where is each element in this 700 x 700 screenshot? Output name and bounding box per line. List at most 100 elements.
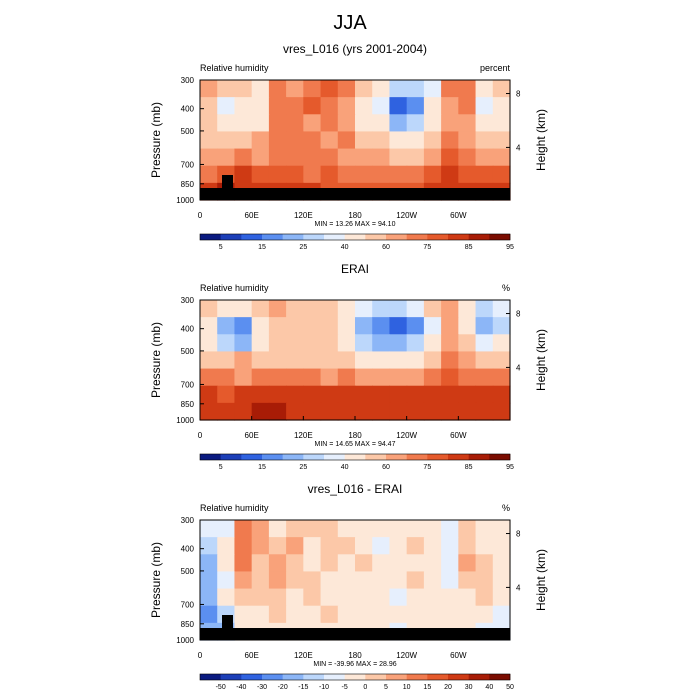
field-cell	[372, 148, 391, 167]
field-cell	[355, 368, 373, 387]
field-cell	[303, 165, 322, 184]
y2-tick-label: 4	[516, 583, 521, 592]
field-cell	[423, 537, 442, 555]
field-cell	[355, 571, 373, 590]
field-cell	[337, 571, 356, 590]
field-cell	[475, 520, 494, 538]
field-cell	[234, 554, 253, 573]
field-cell	[337, 317, 356, 335]
field-cell	[441, 165, 459, 184]
field-cell	[372, 520, 391, 538]
field-cell	[441, 80, 459, 98]
field-cell	[458, 402, 477, 421]
field-cell	[251, 537, 270, 555]
field-cell	[337, 114, 356, 133]
field-cell	[372, 114, 391, 133]
field-cell	[389, 317, 408, 335]
colorbar-swatch	[262, 674, 283, 680]
colorbar-label: 30	[465, 684, 473, 691]
colorbar-label: 60	[382, 244, 390, 251]
field-cell	[251, 80, 270, 98]
field-cell	[423, 402, 442, 421]
y-tick-label: 500	[181, 127, 195, 136]
field-cell	[355, 351, 373, 370]
field-cell	[217, 537, 236, 555]
field-cell	[251, 351, 270, 370]
field-cell	[389, 131, 408, 150]
field-cell	[286, 80, 304, 98]
field-cell	[200, 554, 218, 573]
y2-tick-label: 4	[516, 363, 521, 372]
field-cell	[303, 385, 322, 404]
field-cell	[475, 402, 494, 421]
field-cell	[492, 300, 511, 318]
y-tick-label: 400	[181, 105, 195, 114]
field-cell	[286, 537, 304, 555]
field-cell	[372, 80, 391, 98]
field-cell	[492, 317, 511, 335]
field-cell	[355, 300, 373, 318]
field-cell	[268, 588, 287, 607]
field-cell	[286, 165, 304, 184]
field-cell	[200, 571, 218, 590]
x-tick-label: 180	[348, 651, 362, 660]
field-cell	[372, 317, 391, 335]
field-cell	[441, 114, 459, 133]
field-cell	[337, 334, 356, 353]
field-cell	[423, 97, 442, 115]
field-cell	[406, 588, 425, 607]
field-cell	[458, 165, 477, 184]
field-cell	[320, 97, 339, 115]
field-cell	[303, 605, 322, 624]
field-cell	[355, 554, 373, 573]
field-cell	[389, 351, 408, 370]
panel-3-variable-label: Relative humidity	[200, 503, 269, 513]
y-tick-label: 700	[181, 600, 195, 609]
field-cell	[268, 402, 287, 421]
field-cell	[320, 368, 339, 387]
field-cell	[406, 368, 425, 387]
field-cell	[355, 588, 373, 607]
colorbar-label: 0	[363, 684, 367, 691]
field-cell	[389, 80, 408, 98]
field-cell	[268, 571, 287, 590]
field-cell	[337, 588, 356, 607]
field-cell	[303, 148, 322, 167]
colorbar-swatch	[365, 674, 387, 680]
x-tick-label: 60W	[450, 651, 467, 660]
field-cell	[200, 131, 218, 150]
field-cell	[475, 368, 494, 387]
field-cell	[234, 114, 253, 133]
field-cell	[286, 334, 304, 353]
field-cell	[200, 368, 218, 387]
field-cell	[251, 588, 270, 607]
field-cell	[234, 537, 253, 555]
panel-2-units-label: %	[502, 283, 510, 293]
field-cell	[406, 131, 425, 150]
field-cell	[458, 97, 477, 115]
colorbar-label: 40	[341, 464, 349, 471]
field-cell	[200, 97, 218, 115]
field-cell	[423, 165, 442, 184]
field-cell	[492, 554, 511, 573]
field-cell	[200, 114, 218, 133]
field-cell	[355, 131, 373, 150]
panel-2-y2label: Height (km)	[534, 329, 548, 391]
panel-2-title: ERAI	[341, 262, 369, 276]
field-cell	[320, 80, 339, 98]
field-cell	[268, 97, 287, 115]
field-cell	[234, 351, 253, 370]
field-cell	[217, 97, 236, 115]
field-cell	[355, 80, 373, 98]
colorbar-label: 25	[299, 464, 307, 471]
field-cell	[251, 368, 270, 387]
field-cell	[337, 351, 356, 370]
topography-peak	[222, 175, 233, 188]
field-cell	[251, 605, 270, 624]
field-cell	[475, 537, 494, 555]
field-cell	[372, 334, 391, 353]
panel-2-variable-label: Relative humidity	[200, 283, 269, 293]
field-cell	[406, 97, 425, 115]
panel-3-y2label: Height (km)	[534, 549, 548, 611]
field-cell	[492, 537, 511, 555]
